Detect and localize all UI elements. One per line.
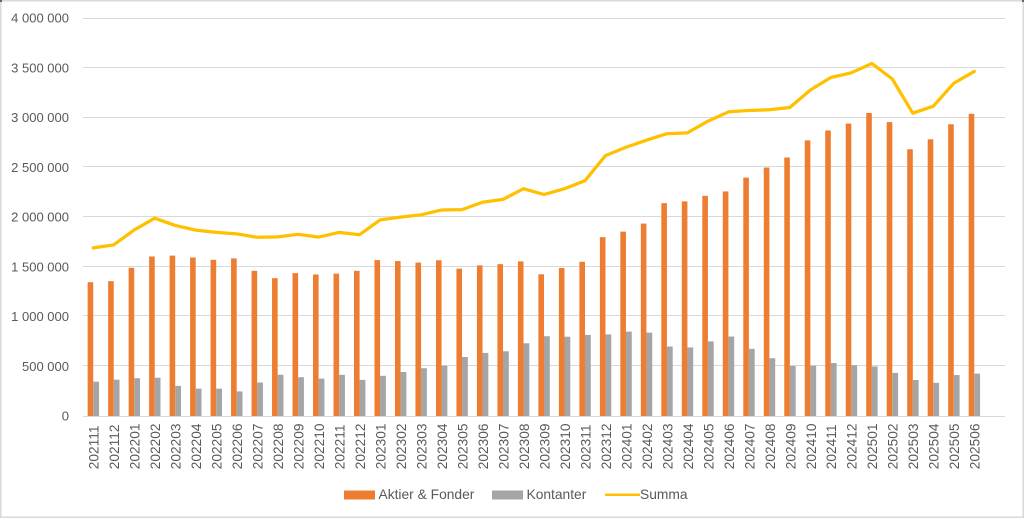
svg-text:1 500 000: 1 500 000 xyxy=(11,259,69,274)
svg-text:202212: 202212 xyxy=(353,424,368,470)
svg-text:202202: 202202 xyxy=(148,424,163,470)
svg-text:4 000 000: 4 000 000 xyxy=(11,11,69,26)
svg-text:202502: 202502 xyxy=(886,424,901,470)
svg-text:202409: 202409 xyxy=(783,424,798,470)
svg-text:Aktier & Fonder: Aktier & Fonder xyxy=(379,487,475,502)
svg-text:202407: 202407 xyxy=(742,424,757,470)
svg-text:3 000 000: 3 000 000 xyxy=(11,110,69,125)
svg-text:202504: 202504 xyxy=(927,423,942,469)
svg-text:202411: 202411 xyxy=(824,425,839,470)
svg-text:202405: 202405 xyxy=(701,423,716,469)
svg-text:3 500 000: 3 500 000 xyxy=(11,60,69,75)
svg-text:202501: 202501 xyxy=(865,424,880,470)
svg-text:202310: 202310 xyxy=(558,423,573,469)
svg-text:202410: 202410 xyxy=(804,423,819,469)
svg-text:202203: 202203 xyxy=(169,423,184,469)
svg-text:202302: 202302 xyxy=(394,424,409,470)
svg-text:202211: 202211 xyxy=(333,425,348,470)
svg-text:202204: 202204 xyxy=(189,423,204,469)
svg-text:202506: 202506 xyxy=(968,423,983,469)
svg-text:202304: 202304 xyxy=(435,423,450,469)
svg-text:202301: 202301 xyxy=(373,424,388,470)
svg-text:202503: 202503 xyxy=(906,423,921,469)
svg-text:202401: 202401 xyxy=(619,424,634,470)
svg-text:202307: 202307 xyxy=(496,424,511,470)
svg-text:202402: 202402 xyxy=(640,424,655,470)
svg-text:202209: 202209 xyxy=(292,424,307,470)
svg-text:202306: 202306 xyxy=(476,423,491,469)
svg-text:Summa: Summa xyxy=(640,487,688,502)
svg-text:202305: 202305 xyxy=(455,423,470,469)
svg-text:202205: 202205 xyxy=(210,423,225,469)
svg-text:202406: 202406 xyxy=(722,423,737,469)
svg-text:202208: 202208 xyxy=(271,423,286,469)
svg-text:202404: 202404 xyxy=(681,423,696,469)
svg-text:202303: 202303 xyxy=(414,423,429,469)
svg-text:202408: 202408 xyxy=(763,423,778,469)
svg-text:202308: 202308 xyxy=(517,423,532,469)
svg-text:500 000: 500 000 xyxy=(22,359,69,374)
svg-text:0: 0 xyxy=(62,409,69,424)
svg-text:202312: 202312 xyxy=(599,424,614,470)
svg-text:202112: 202112 xyxy=(107,425,122,470)
svg-text:2 500 000: 2 500 000 xyxy=(11,160,69,175)
svg-text:202201: 202201 xyxy=(128,424,143,470)
svg-text:202311: 202311 xyxy=(578,425,593,470)
svg-text:2 000 000: 2 000 000 xyxy=(11,210,69,225)
svg-text:202206: 202206 xyxy=(230,423,245,469)
svg-text:202207: 202207 xyxy=(251,424,266,470)
svg-text:Kontanter: Kontanter xyxy=(527,487,587,502)
svg-text:202210: 202210 xyxy=(312,423,327,469)
svg-text:202403: 202403 xyxy=(660,423,675,469)
svg-text:202412: 202412 xyxy=(845,424,860,470)
svg-text:202505: 202505 xyxy=(947,423,962,469)
svg-text:202309: 202309 xyxy=(537,424,552,470)
svg-text:1 000 000: 1 000 000 xyxy=(11,309,69,324)
svg-text:202111: 202111 xyxy=(87,426,102,470)
